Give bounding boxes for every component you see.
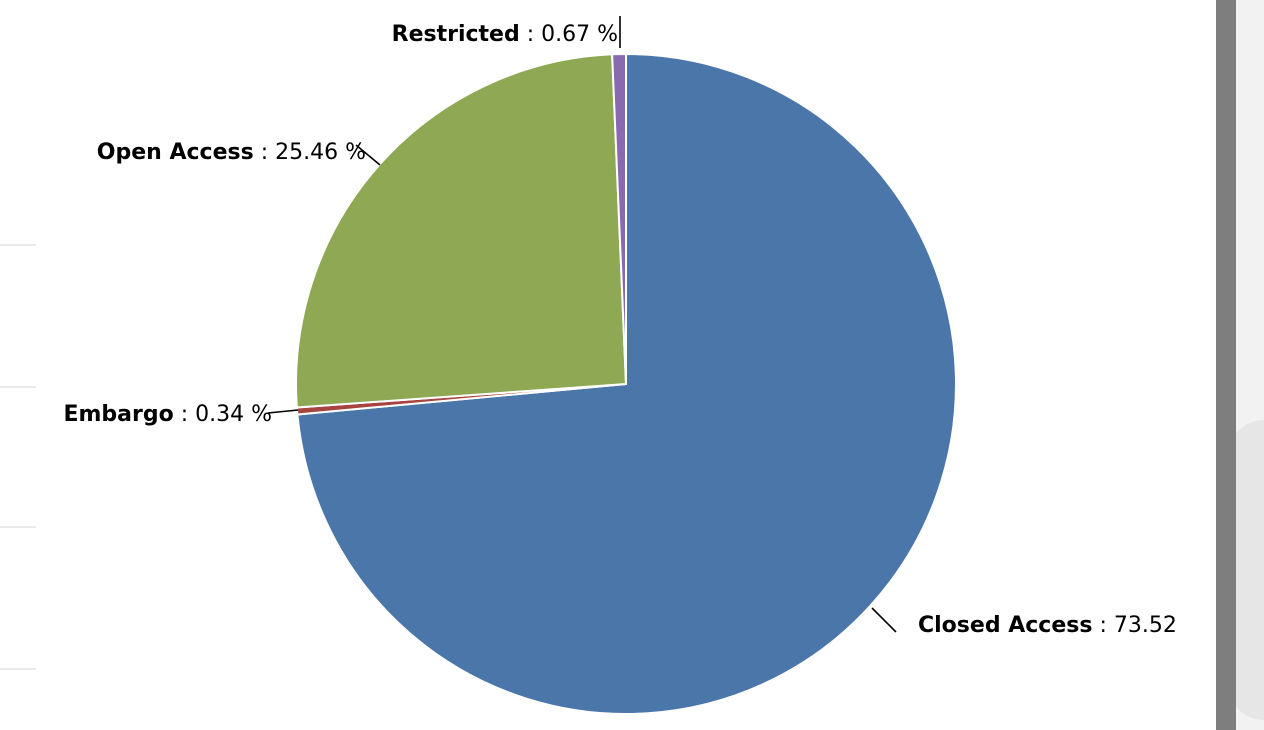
pie-slice-open-access xyxy=(295,53,627,409)
slice-label-name: Closed Access xyxy=(918,613,1092,638)
leader-line-embargo xyxy=(267,409,299,414)
slice-labels: Closed Access : 73.52 Embargo : 0.34 % Ope… xyxy=(63,22,1176,638)
leader-line-closed-access xyxy=(871,607,897,633)
slice-label-name: Open Access xyxy=(97,140,254,165)
leader-lines xyxy=(267,16,897,633)
slice-label-value: : 25.46 % xyxy=(254,140,366,165)
slice-label-closed-access: Closed Access : 73.52 xyxy=(918,613,1177,638)
slice-label-embargo: Embargo : 0.34 % xyxy=(63,402,272,427)
scrollbar-thumb[interactable] xyxy=(1216,0,1236,730)
slice-label-value: : 0.67 % xyxy=(520,22,618,47)
pie-slices xyxy=(295,52,957,715)
slice-label-restricted: Restricted : 0.67 % xyxy=(392,22,618,47)
slice-label-value: : 0.34 % xyxy=(174,402,272,427)
leader-line-open-access xyxy=(355,144,381,166)
slice-label-value: : 73.52 xyxy=(1092,613,1176,638)
slice-label-open-access: Open Access : 25.46 % xyxy=(97,140,366,165)
pie-slice-restricted xyxy=(611,52,627,385)
slice-label-name: Embargo xyxy=(63,402,173,427)
slice-label-name: Restricted xyxy=(392,22,520,47)
